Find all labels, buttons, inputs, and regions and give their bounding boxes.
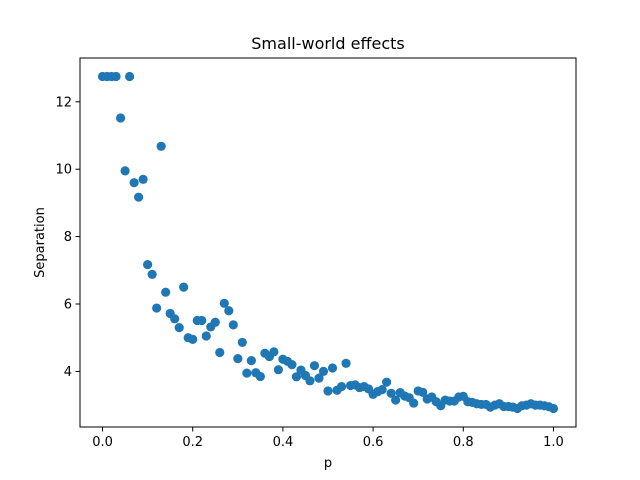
data-point (287, 360, 297, 370)
x-axis-label: p (324, 456, 332, 471)
y-tick-label: 4 (64, 365, 72, 380)
data-point (377, 384, 387, 395)
data-point (291, 372, 302, 382)
y-axis-ticks: 4 6 8 10 12 (55, 95, 80, 380)
data-point (147, 269, 157, 279)
data-point (309, 361, 320, 371)
data-point (161, 287, 171, 297)
data-point (382, 377, 392, 387)
data-point (224, 306, 234, 316)
data-points (97, 71, 559, 414)
data-point (242, 368, 252, 378)
data-point (327, 363, 338, 373)
data-point (129, 178, 139, 188)
data-point (318, 366, 329, 376)
data-point (233, 353, 243, 364)
data-point (219, 298, 229, 308)
data-point (409, 398, 419, 408)
chart-title: Small-world effects (251, 34, 404, 53)
x-tick-label: 0.8 (453, 435, 474, 450)
data-point (386, 388, 396, 398)
data-point (188, 334, 198, 344)
y-tick-label: 10 (55, 163, 72, 178)
data-point (143, 259, 153, 270)
plot-area-frame (79, 57, 577, 428)
data-point (273, 365, 283, 375)
data-point (179, 282, 189, 292)
x-tick-label: 0.0 (92, 435, 113, 450)
data-point (215, 347, 225, 358)
data-point (210, 317, 220, 327)
y-tick-label: 12 (55, 95, 72, 110)
data-point (201, 331, 211, 341)
data-point (269, 347, 279, 357)
data-point (156, 141, 166, 151)
y-tick-label: 6 (64, 298, 72, 313)
data-point (246, 356, 256, 366)
x-tick-label: 0.2 (182, 435, 203, 450)
y-tick-label: 8 (64, 230, 72, 245)
data-point (152, 303, 162, 313)
data-point (305, 376, 315, 386)
data-point (134, 192, 144, 202)
x-axis-ticks: 0.0 0.2 0.4 0.6 0.8 1.0 (92, 427, 564, 450)
data-point (228, 320, 238, 330)
data-point (197, 315, 207, 326)
data-point (125, 71, 135, 82)
data-point (418, 387, 428, 397)
x-tick-label: 0.4 (273, 435, 294, 450)
data-point (548, 403, 559, 414)
data-point (237, 337, 247, 348)
data-point (255, 371, 265, 382)
x-tick-label: 0.6 (363, 435, 384, 450)
data-point (170, 314, 180, 324)
y-axis-label: Separation (33, 207, 48, 278)
data-point (323, 386, 333, 396)
data-point (115, 113, 126, 123)
data-point (314, 373, 324, 383)
data-point (120, 166, 130, 176)
data-point (174, 322, 184, 333)
data-point (111, 71, 121, 82)
data-point (336, 381, 347, 392)
x-tick-label: 1.0 (543, 435, 564, 450)
data-point (341, 358, 351, 368)
data-point (138, 174, 148, 184)
data-point (391, 395, 401, 405)
